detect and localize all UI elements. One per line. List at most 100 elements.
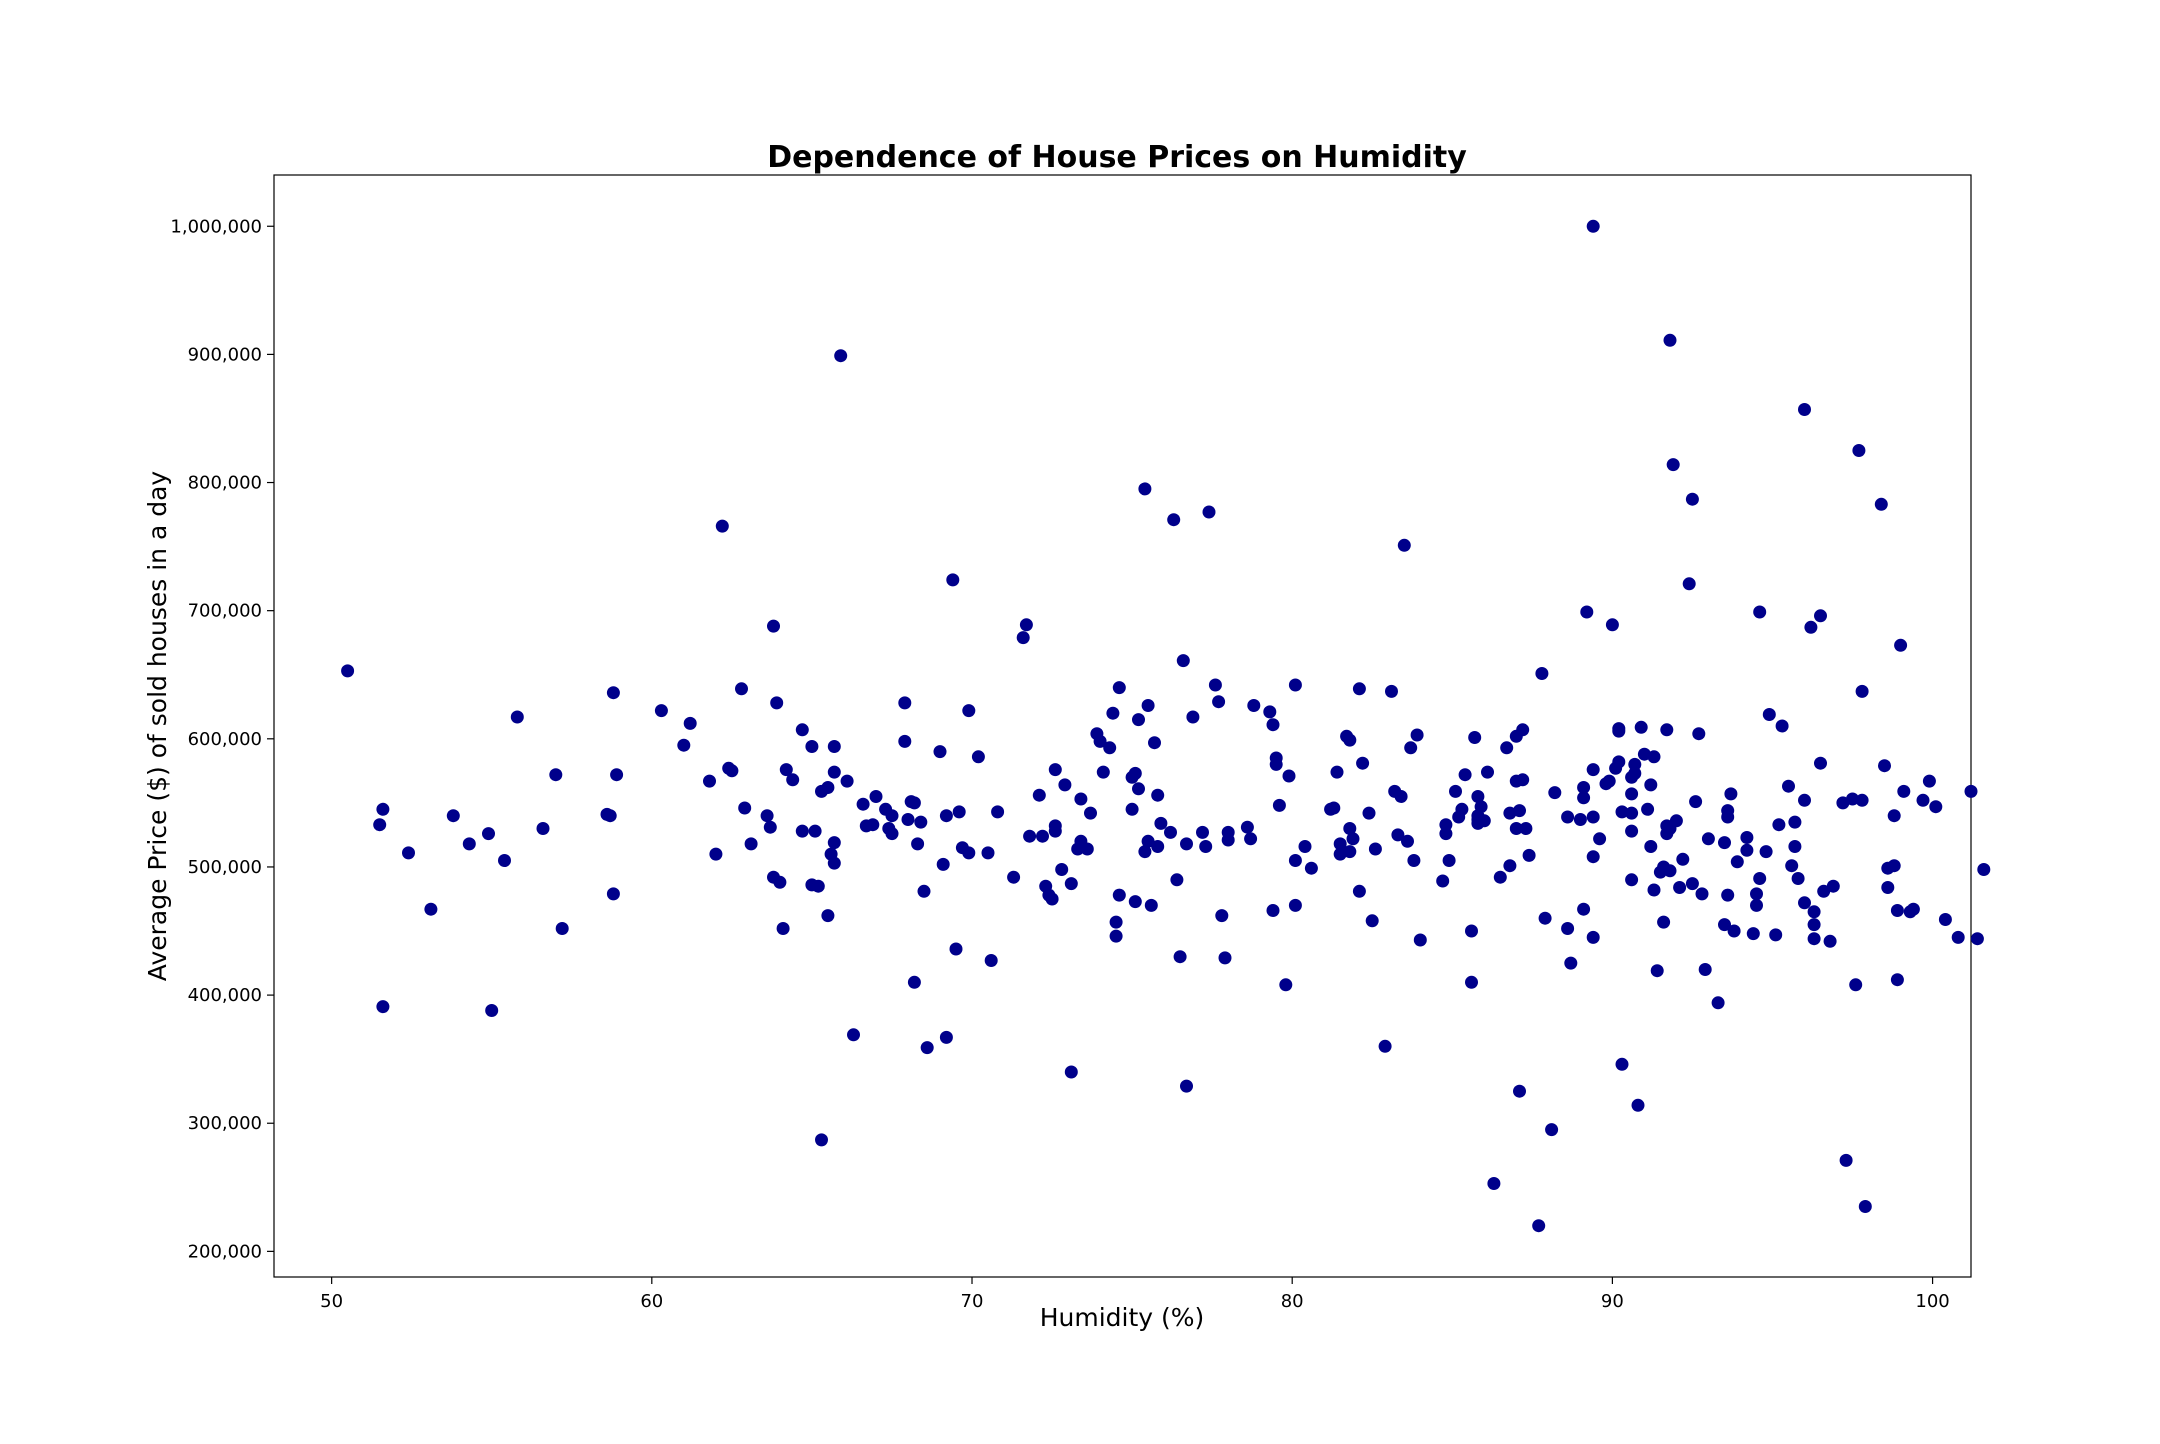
data-point	[1785, 859, 1799, 873]
y-tick-label: 1,000,000	[170, 216, 262, 237]
x-tick-label: 60	[640, 1291, 663, 1312]
y-tick-label: 300,000	[188, 1113, 262, 1134]
data-point	[1561, 810, 1575, 824]
data-point	[1247, 699, 1261, 712]
data-point	[1625, 873, 1639, 887]
data-point	[1509, 822, 1523, 835]
data-point	[1775, 719, 1789, 733]
data-point	[1202, 505, 1216, 519]
data-point	[1180, 1079, 1193, 1093]
data-point	[917, 884, 931, 898]
data-point	[1356, 756, 1370, 770]
data-point	[1333, 837, 1347, 851]
data-point	[1401, 834, 1414, 848]
data-point	[1894, 638, 1908, 652]
data-point	[1503, 859, 1517, 873]
data-point	[1798, 896, 1811, 910]
data-point	[1343, 845, 1357, 859]
data-point	[683, 716, 697, 730]
data-point	[446, 809, 460, 823]
data-point	[1740, 831, 1754, 844]
data-point	[1586, 930, 1600, 944]
data-point	[1874, 497, 1888, 511]
data-point	[1612, 755, 1626, 769]
data-point	[709, 847, 723, 861]
data-point	[1109, 915, 1123, 929]
data-point	[1048, 763, 1062, 777]
data-point	[1439, 818, 1453, 832]
data-point	[811, 879, 825, 893]
data-point	[1487, 1177, 1501, 1190]
data-point	[1718, 918, 1731, 932]
data-point	[1823, 934, 1837, 948]
data-point	[555, 922, 569, 935]
data-point	[1112, 888, 1126, 902]
data-point	[1878, 759, 1891, 773]
data-point	[827, 765, 841, 779]
data-point	[603, 809, 617, 823]
data-point	[1807, 905, 1821, 919]
plot-area-frame	[273, 174, 1972, 1278]
data-point	[1288, 898, 1302, 912]
data-point	[907, 796, 921, 810]
data-point	[1724, 787, 1738, 801]
data-point	[1721, 888, 1735, 902]
data-point	[1849, 978, 1863, 992]
data-point	[610, 768, 624, 782]
data-point	[907, 975, 921, 989]
data-point	[1673, 881, 1687, 894]
data-point	[1477, 814, 1491, 828]
data-point	[1449, 784, 1462, 798]
data-point	[1298, 840, 1312, 853]
data-point	[1128, 766, 1142, 780]
data-point	[1458, 768, 1472, 782]
data-point	[376, 1000, 390, 1014]
data-point	[1753, 872, 1767, 885]
y-tick-label: 800,000	[188, 473, 262, 494]
data-point	[1493, 870, 1507, 884]
data-point	[885, 827, 899, 841]
data-point	[1064, 877, 1078, 891]
data-point	[1064, 1065, 1078, 1079]
data-point	[1593, 832, 1607, 846]
data-point	[1644, 840, 1658, 853]
data-point	[1516, 773, 1530, 787]
data-point	[1839, 1153, 1853, 1167]
data-point	[1577, 781, 1591, 794]
data-point	[1938, 913, 1952, 926]
data-point	[770, 696, 784, 710]
data-point	[1852, 444, 1866, 457]
data-point	[1711, 996, 1725, 1010]
x-tick-label: 80	[1281, 1291, 1304, 1312]
data-point	[1199, 840, 1213, 853]
data-point	[1141, 834, 1155, 848]
data-point	[1685, 492, 1699, 506]
data-point	[1093, 734, 1107, 748]
data-point	[1615, 1057, 1629, 1071]
data-point	[1288, 854, 1302, 867]
data-point	[1695, 887, 1709, 901]
data-point	[1164, 825, 1177, 839]
data-point	[738, 801, 752, 815]
data-point	[952, 805, 966, 819]
data-point	[1669, 814, 1683, 828]
data-point	[1535, 667, 1549, 680]
data-point	[856, 797, 870, 811]
data-point	[1814, 756, 1827, 770]
data-point	[1628, 766, 1642, 780]
data-point	[1602, 774, 1616, 788]
data-point	[1573, 813, 1587, 826]
data-point	[984, 954, 998, 967]
data-point	[1170, 873, 1184, 887]
data-point	[1103, 741, 1117, 755]
data-point	[834, 349, 848, 363]
data-point	[1916, 793, 1930, 807]
y-tick-label: 700,000	[188, 601, 262, 622]
data-point	[1663, 864, 1677, 878]
y-tick-label: 900,000	[188, 344, 262, 365]
data-point	[1385, 684, 1398, 698]
data-point	[914, 815, 928, 829]
data-point	[1036, 829, 1049, 843]
